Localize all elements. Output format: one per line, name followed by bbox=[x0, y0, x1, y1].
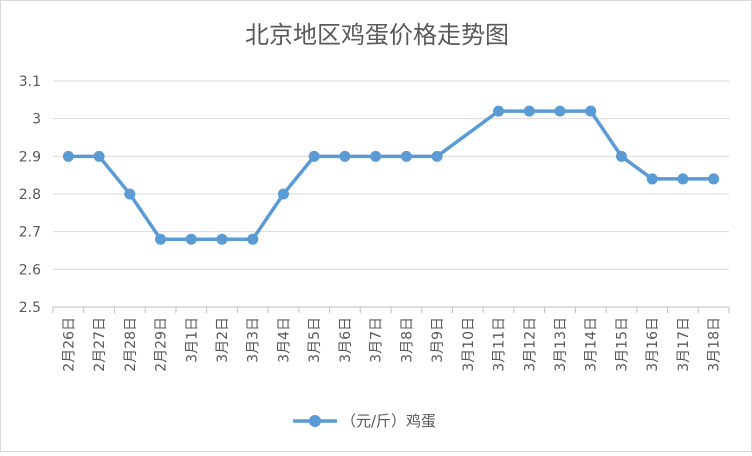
data-point bbox=[216, 233, 228, 245]
x-tick-label: 3月17日 bbox=[676, 317, 692, 372]
data-point bbox=[155, 233, 167, 245]
y-tick-label: 3 bbox=[32, 112, 41, 128]
x-tick-label: 2月27日 bbox=[92, 317, 108, 372]
data-point bbox=[646, 173, 658, 185]
series-lines bbox=[62, 105, 720, 245]
data-point bbox=[615, 150, 627, 162]
data-point bbox=[339, 150, 351, 162]
x-tick-label: 3月9日 bbox=[430, 317, 446, 363]
data-point bbox=[370, 150, 382, 162]
x-tick-label: 3月4日 bbox=[276, 317, 292, 363]
x-tick-label: 3月11日 bbox=[492, 317, 508, 372]
x-tick-label: 3月3日 bbox=[246, 317, 262, 363]
data-point bbox=[554, 105, 566, 117]
x-tick-label: 2月29日 bbox=[154, 317, 170, 372]
data-point bbox=[277, 188, 289, 200]
x-tick-label: 3月6日 bbox=[338, 317, 354, 363]
x-tick-label: 3月14日 bbox=[584, 317, 600, 372]
x-axis-ticks: 2月26日 2月27日 2月28日 2月29日 3月1日 3月2日 3月3日 3月4日 3月5日… bbox=[52, 307, 730, 372]
legend-marker bbox=[309, 415, 321, 427]
y-tick-label: 2.7 bbox=[19, 225, 41, 241]
x-tick-label: 3月13日 bbox=[553, 317, 569, 372]
x-tick-label: 3月8日 bbox=[399, 317, 415, 363]
data-point bbox=[523, 105, 535, 117]
y-tick-label: 3.1 bbox=[19, 74, 41, 90]
x-tick-label: 3月2日 bbox=[215, 317, 231, 363]
data-point bbox=[400, 150, 412, 162]
y-tick-label: 2.8 bbox=[19, 187, 41, 203]
series-line bbox=[68, 109, 714, 241]
data-point bbox=[708, 173, 720, 185]
data-point bbox=[493, 105, 505, 117]
x-tick-label: 3月10日 bbox=[461, 317, 477, 372]
data-point bbox=[124, 188, 136, 200]
data-point bbox=[677, 173, 689, 185]
legend: （元/斤）鸡蛋 bbox=[293, 412, 436, 430]
x-tick-label: 3月12日 bbox=[522, 317, 538, 372]
x-tick-label: 3月16日 bbox=[645, 317, 661, 372]
x-tick-label: 3月5日 bbox=[307, 317, 323, 363]
x-tick-label: 3月18日 bbox=[707, 317, 723, 372]
y-tick-label: 2.5 bbox=[19, 300, 41, 316]
gridlines bbox=[53, 80, 729, 308]
y-axis-ticks: 2.5 2.6 2.7 2.8 2.9 3 3.1 bbox=[19, 74, 41, 316]
data-point bbox=[62, 150, 74, 162]
data-point bbox=[247, 233, 259, 245]
data-point bbox=[93, 150, 105, 162]
x-tick-label: 2月26日 bbox=[61, 317, 77, 372]
data-point bbox=[308, 150, 320, 162]
data-point bbox=[585, 105, 597, 117]
x-tick-label: 3月1日 bbox=[184, 317, 200, 363]
x-tick-label: 3月7日 bbox=[369, 317, 385, 363]
x-tick-label: 3月15日 bbox=[614, 317, 630, 372]
data-point bbox=[431, 150, 443, 162]
x-tick-label: 2月28日 bbox=[123, 317, 139, 372]
y-tick-label: 2.6 bbox=[19, 262, 41, 278]
legend-label: （元/斤）鸡蛋 bbox=[341, 412, 436, 430]
chart-title: 北京地区鸡蛋价格走势图 bbox=[245, 21, 509, 49]
y-tick-label: 2.9 bbox=[19, 149, 41, 165]
data-point bbox=[185, 233, 197, 245]
